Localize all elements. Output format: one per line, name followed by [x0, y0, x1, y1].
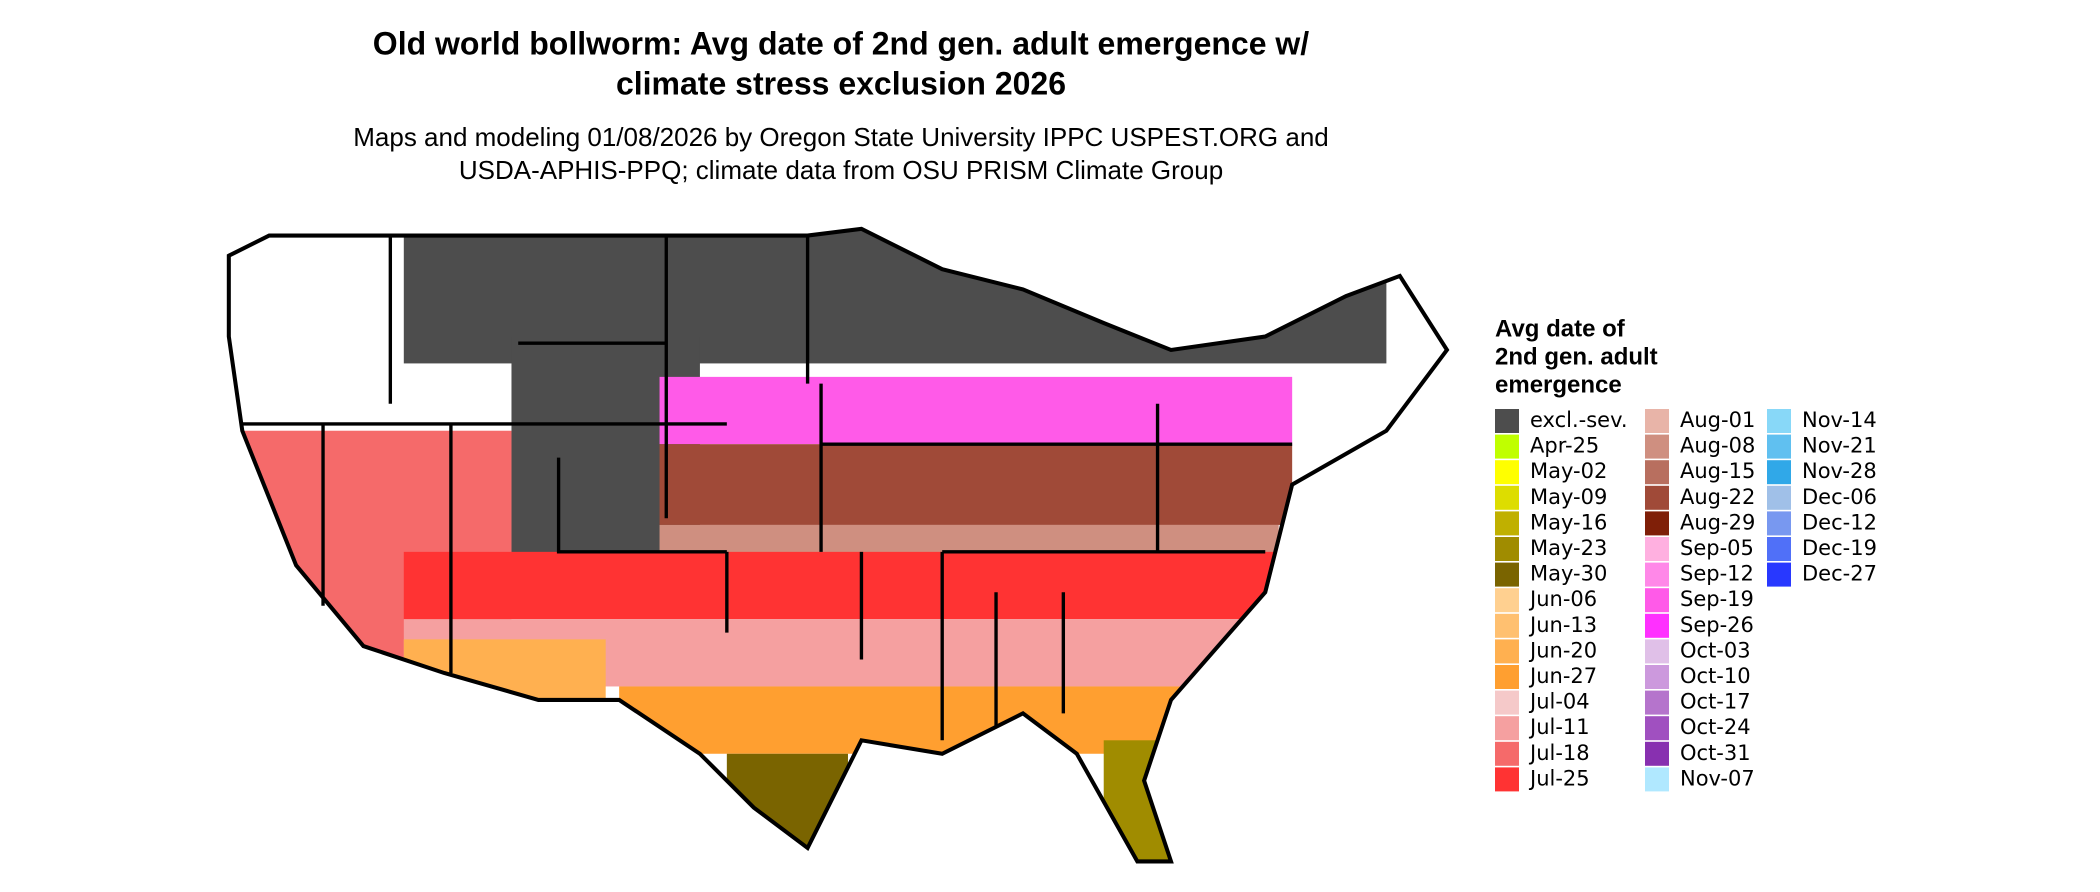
legend-label: Aug-29 — [1680, 510, 1755, 534]
legend-swatch — [1767, 485, 1791, 510]
legend-label: May-02 — [1530, 459, 1607, 483]
legend-swatch — [1645, 767, 1669, 792]
legend-swatch — [1767, 460, 1791, 485]
legend-swatch — [1645, 690, 1669, 715]
legend-label: May-09 — [1530, 485, 1607, 509]
map — [226, 226, 1450, 864]
legend-label: Dec-06 — [1802, 485, 1877, 509]
legend-swatch — [1495, 434, 1519, 459]
legend-label: Nov-28 — [1802, 459, 1877, 483]
legend-swatch — [1495, 511, 1519, 536]
legend-swatch — [1767, 562, 1791, 587]
legend-label: Jun-13 — [1528, 613, 1597, 637]
legend-swatch — [1645, 613, 1669, 638]
legend-label: Nov-21 — [1802, 434, 1877, 458]
legend-label: Sep-19 — [1680, 587, 1754, 611]
legend-swatch — [1645, 409, 1669, 433]
legend-swatch — [1495, 741, 1519, 766]
legend-title: Avg date of — [1495, 315, 1626, 342]
legend-swatch — [1495, 588, 1519, 613]
legend-label: excl.-sev. — [1530, 408, 1628, 432]
legend-swatch — [1495, 485, 1519, 510]
subtitle: Maps and modeling 01/08/2026 by Oregon S… — [353, 122, 1329, 152]
legend-label: Sep-12 — [1680, 562, 1754, 586]
title: Old world bollworm: Avg date of 2nd gen.… — [373, 25, 1310, 61]
legend-swatch — [1645, 665, 1669, 689]
legend-label: Jul-04 — [1528, 690, 1590, 714]
legend-label: Jul-11 — [1528, 715, 1590, 739]
legend-label: Oct-31 — [1680, 741, 1751, 765]
legend-swatch — [1495, 613, 1519, 638]
legend-title: emergence — [1495, 371, 1622, 398]
legend-label: Oct-24 — [1680, 715, 1751, 739]
legend-swatch — [1645, 588, 1669, 613]
legend-swatch — [1645, 460, 1669, 485]
legend-swatch — [1645, 511, 1669, 536]
legend: excl.-sev.Apr-25May-02May-09May-16May-23… — [1495, 408, 1877, 792]
legend-swatch — [1645, 639, 1669, 664]
legend-label: Jun-06 — [1528, 587, 1597, 611]
legend-label: Aug-15 — [1680, 459, 1755, 483]
legend-swatch — [1645, 562, 1669, 587]
legend-swatch — [1495, 690, 1519, 715]
legend-swatch — [1767, 434, 1791, 459]
legend-swatch — [1495, 716, 1519, 741]
legend-label: Jun-20 — [1528, 638, 1597, 662]
legend-label: Jul-25 — [1528, 766, 1590, 790]
legend-swatch — [1495, 639, 1519, 664]
legend-swatch — [1495, 537, 1519, 561]
legend-swatch — [1645, 434, 1669, 459]
title: climate stress exclusion 2026 — [616, 65, 1066, 101]
legend-label: Oct-17 — [1680, 690, 1751, 714]
legend-label: Aug-08 — [1680, 434, 1755, 458]
legend-label: Sep-26 — [1680, 613, 1754, 637]
legend-title: 2nd gen. adult — [1495, 343, 1658, 370]
legend-swatch — [1495, 562, 1519, 587]
legend-label: Aug-01 — [1680, 408, 1755, 432]
legend-label: Jul-18 — [1528, 741, 1590, 765]
legend-swatch — [1767, 537, 1791, 561]
legend-label: Jun-27 — [1528, 664, 1597, 688]
legend-swatch — [1495, 460, 1519, 485]
legend-label: Dec-12 — [1802, 510, 1877, 534]
legend-label: Apr-25 — [1530, 434, 1599, 458]
legend-label: Nov-07 — [1680, 766, 1755, 790]
legend-label: Dec-27 — [1802, 562, 1877, 586]
legend-label: Oct-03 — [1680, 638, 1751, 662]
legend-swatch — [1645, 741, 1669, 766]
legend-label: May-30 — [1530, 562, 1607, 586]
legend-swatch — [1495, 665, 1519, 689]
subtitle: USDA-APHIS-PPQ; climate data from OSU PR… — [459, 155, 1223, 185]
legend-label: Dec-19 — [1802, 536, 1877, 560]
legend-swatch — [1645, 485, 1669, 510]
legend-swatch — [1645, 716, 1669, 741]
legend-swatch — [1645, 537, 1669, 561]
legend-swatch — [1767, 409, 1791, 433]
legend-swatch — [1767, 511, 1791, 536]
legend-label: May-16 — [1530, 510, 1607, 534]
legend-label: Oct-10 — [1680, 664, 1751, 688]
legend-label: Nov-14 — [1802, 408, 1877, 432]
legend-swatch — [1495, 409, 1519, 433]
legend-swatch — [1495, 767, 1519, 792]
legend-label: Sep-05 — [1680, 536, 1754, 560]
legend-label: May-23 — [1530, 536, 1607, 560]
legend-label: Aug-22 — [1680, 485, 1755, 509]
